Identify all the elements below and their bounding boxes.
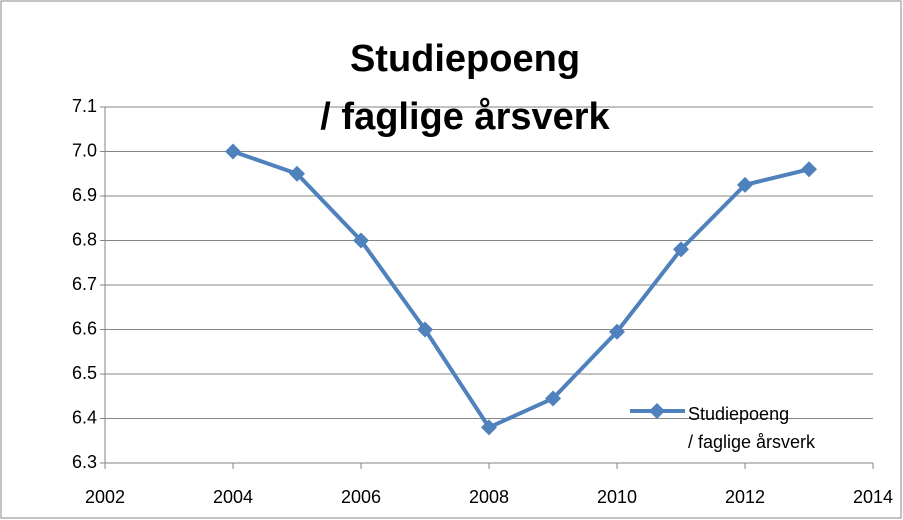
legend-label: Studiepoeng / faglige årsverk [688,404,816,452]
data-point [289,165,305,182]
data-point [225,143,241,160]
x-tick-label: 2010 [597,487,637,507]
x-tick-label: 2014 [853,487,893,507]
data-point [417,321,433,338]
y-tick-label: 7.0 [72,140,97,160]
data-point [545,390,561,407]
legend-marker [649,403,665,419]
y-tick-label: 6.3 [72,452,97,472]
y-tick-label: 6.8 [72,229,97,249]
y-tick-label: 6.7 [72,274,97,294]
y-tick-label: 6.9 [72,185,97,205]
x-tick-label: 2004 [213,487,253,507]
x-tick-label: 2002 [85,487,125,507]
y-tick-label: 7.1 [72,96,97,116]
data-point [737,176,753,193]
data-point [353,232,369,249]
data-point [801,161,817,178]
chart-title: Studiepoeng / faglige årsverk [320,38,610,138]
x-tick-label: 2012 [725,487,765,507]
x-tick-label: 2006 [341,487,381,507]
y-tick-label: 6.6 [72,318,97,338]
x-tick-label: 2008 [469,487,509,507]
y-tick-label: 6.5 [72,363,97,383]
data-point [673,241,689,258]
y-tick-label: 6.4 [72,407,97,427]
data-point [481,419,497,436]
series-line [232,149,810,430]
data-point [609,323,625,340]
